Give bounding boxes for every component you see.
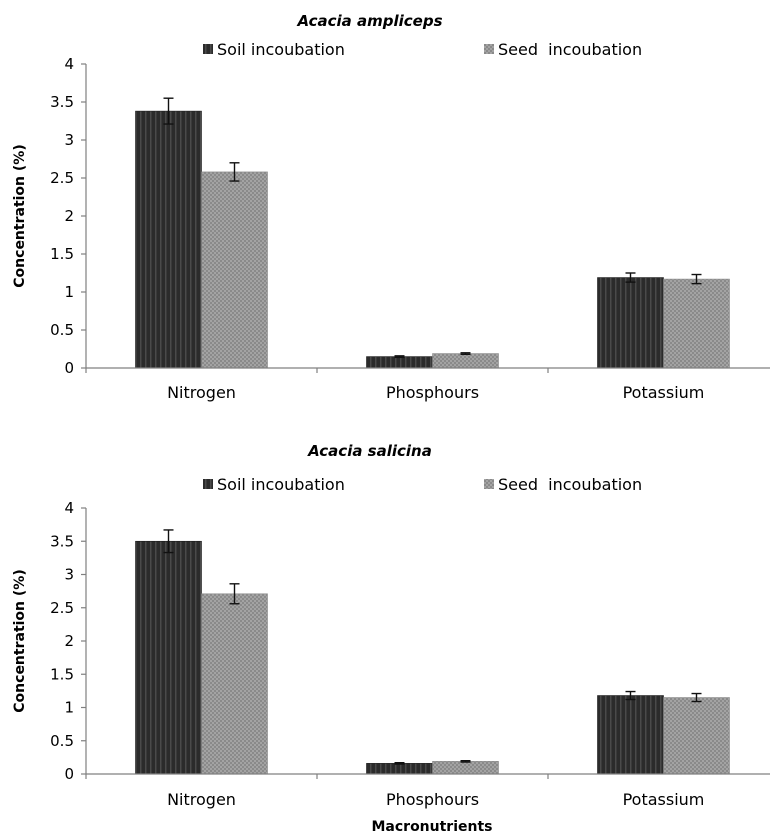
x-category-label: Potassium: [623, 383, 705, 402]
y-tick-label: 3.5: [50, 93, 74, 111]
y-tick-label: 2: [64, 207, 74, 225]
legend-swatch-soil: [203, 479, 213, 489]
error-bar-layer: [163, 529, 702, 765]
x-category-label: Nitrogen: [167, 383, 236, 402]
bar-soil-nitrogen: [135, 110, 202, 369]
error-bar-seed-phosphours: [460, 760, 471, 763]
x-axis-title: Macronutrients: [371, 819, 492, 835]
legend-swatch-seed: [484, 479, 494, 489]
bar-layer: [135, 110, 730, 369]
x-axis-categories: Nitrogen Phosphours Potassium: [85, 368, 705, 402]
legend: Soil incoubation Seed incoubation: [203, 475, 642, 494]
y-tick-label: 0: [64, 359, 74, 377]
x-category-label: Potassium: [623, 790, 705, 809]
bar-soil-phosphours: [366, 356, 433, 369]
legend-swatch-seed: [484, 44, 494, 54]
y-tick-label: 1: [64, 283, 74, 301]
error-bar-seed-phosphours: [460, 352, 471, 356]
y-tick-label: 0.5: [50, 732, 74, 750]
x-category-label: Phosphours: [386, 383, 479, 402]
bar-seed-nitrogen: [201, 171, 268, 369]
y-tick-label: 2.5: [50, 169, 74, 187]
error-bar-soil-nitrogen: [163, 529, 174, 554]
chart-panel-salicina: Acacia salicina Soil incoubation Seed in…: [12, 442, 770, 835]
chart-panel-ampliceps: Acacia ampliceps Soil incoubation Seed i…: [12, 12, 770, 402]
bar-seed-phosphours: [432, 353, 499, 369]
y-tick-label: 3: [64, 566, 74, 584]
bar-soil-potassium: [597, 277, 664, 369]
error-bar-soil-nitrogen: [163, 97, 174, 125]
error-bar-seed-potassium: [691, 692, 702, 703]
x-category-label: Phosphours: [386, 790, 479, 809]
y-tick-label: 1.5: [50, 665, 74, 683]
y-tick-label: 1.5: [50, 245, 74, 263]
y-tick-label: 4: [64, 55, 74, 73]
y-tick-label: 0: [64, 765, 74, 783]
error-bar-soil-phosphours: [394, 355, 405, 359]
x-category-label: Nitrogen: [167, 790, 236, 809]
y-tick-label: 3.5: [50, 532, 74, 550]
legend-label-soil: Soil incoubation: [217, 40, 345, 59]
error-bar-seed-nitrogen: [229, 162, 240, 182]
chart-title: Acacia ampliceps: [296, 12, 442, 30]
bar-soil-nitrogen: [135, 540, 202, 775]
bar-seed-nitrogen: [201, 593, 268, 775]
x-axis-categories: Nitrogen Phosphours Potassium: [85, 774, 705, 809]
y-tick-label: 1: [64, 699, 74, 717]
legend-swatch-soil: [203, 44, 213, 54]
error-bar-seed-nitrogen: [229, 583, 240, 605]
y-tick-label: 0.5: [50, 321, 74, 339]
bar-seed-potassium: [663, 278, 730, 369]
legend-label-seed: Seed incoubation: [498, 40, 642, 59]
y-tick-label: 4: [64, 499, 74, 517]
legend-label-soil: Soil incoubation: [217, 475, 345, 494]
chart-title: Acacia salicina: [307, 442, 432, 460]
y-tick-label: 3: [64, 131, 74, 149]
y-axis-ticks: 0 0.5 1 1.5 2 2.5 3 3.5 4: [50, 55, 86, 377]
error-bar-soil-phosphours: [394, 761, 405, 765]
y-axis-ticks: 0 0.5 1 1.5 2 2.5 3 3.5 4: [50, 499, 86, 783]
bar-layer: [135, 540, 730, 775]
error-bar-soil-potassium: [625, 690, 636, 701]
legend-label-seed: Seed incoubation: [498, 475, 642, 494]
y-tick-label: 2: [64, 632, 74, 650]
error-bar-layer: [163, 97, 702, 359]
bar-soil-potassium: [597, 695, 664, 775]
y-axis-title: Concentration (%): [12, 144, 28, 287]
error-bar-seed-potassium: [691, 273, 702, 285]
bar-seed-potassium: [663, 697, 730, 775]
legend: Soil incoubation Seed incoubation: [203, 40, 642, 59]
bar-soil-phosphours: [366, 763, 433, 775]
y-axis-title: Concentration (%): [12, 569, 28, 712]
error-bar-soil-potassium: [625, 272, 636, 283]
bar-seed-phosphours: [432, 761, 499, 775]
y-tick-label: 2.5: [50, 599, 74, 617]
